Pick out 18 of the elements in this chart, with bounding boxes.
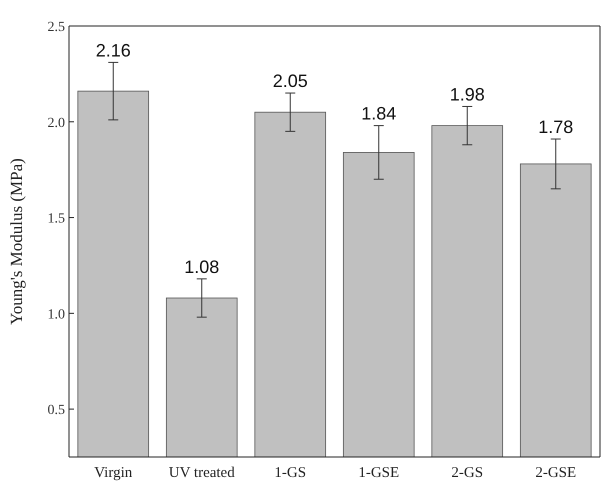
y-axis-title: Young's Modulus (MPa)	[7, 158, 26, 325]
x-tick-label: Virgin	[94, 465, 133, 481]
data-label: 2.05	[272, 71, 308, 92]
x-tick-label: 1-GSE	[358, 465, 400, 481]
x-tick-label: 2-GS	[451, 465, 484, 481]
y-tick-label: 0.5	[48, 403, 65, 418]
x-tick-label: UV treated	[168, 465, 236, 481]
x-tick-label: 2-GSE	[535, 465, 576, 481]
y-tick-label: 1.0	[48, 307, 65, 322]
data-label: 2.16	[96, 40, 131, 60]
y-tick-label: 1.5	[48, 212, 65, 227]
x-tick-label: 1-GS	[274, 465, 306, 481]
data-label: 1.84	[361, 104, 396, 124]
data-label: 1.78	[538, 117, 574, 138]
data-label: 1.98	[450, 84, 485, 104]
y-tick-label: 2.5	[48, 20, 65, 35]
y-tick-label: 2.0	[48, 116, 65, 131]
data-label: 1.08	[184, 256, 220, 277]
